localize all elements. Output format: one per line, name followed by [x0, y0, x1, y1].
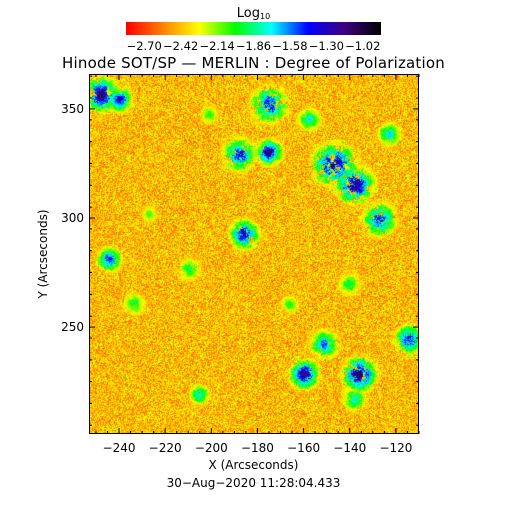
- x-tick-label: −140: [333, 441, 367, 455]
- colorbar-tick-label: −2.42: [163, 39, 199, 53]
- colorbar-tick-label: −2.14: [199, 39, 235, 53]
- x-axis-label: X (Arcseconds): [208, 458, 299, 472]
- y-tick-label: 250: [61, 320, 84, 335]
- y-axis-label: Y (Arcseconds): [36, 209, 50, 299]
- y-tick-label: 350: [61, 101, 84, 116]
- x-tick-label: −180: [240, 441, 274, 455]
- plot-area: [89, 74, 419, 434]
- plot-title: Hinode SOT/SP — MERLIN : Degree of Polar…: [62, 54, 445, 72]
- colorbar-tick-label: −2.70: [126, 39, 162, 53]
- colorbar-tick-label: −1.86: [235, 39, 272, 53]
- colorbar-title-subscript: 10: [260, 12, 271, 21]
- colorbar-tick-label: −1.30: [308, 39, 344, 53]
- x-tick-label: −240: [102, 441, 136, 455]
- x-tick-label: −160: [287, 441, 321, 455]
- plot-frame: [89, 74, 419, 434]
- colorbar-tick-labels: −2.70 −2.42 −2.14 −1.86 −1.58 −1.30 −1.02: [102, 39, 402, 53]
- y-tick-label: 300: [61, 211, 84, 225]
- x-tick-label: −120: [379, 441, 413, 455]
- colorbar-tick-label: −1.58: [272, 39, 308, 53]
- timestamp: 30−Aug−2020 11:28:04.433: [166, 476, 341, 490]
- colorbar: [126, 22, 381, 35]
- colorbar-tick-label: −1.02: [345, 39, 381, 53]
- polarization-map-image: [89, 74, 419, 434]
- x-tick-label: −220: [148, 441, 182, 455]
- colorbar-title: Log10: [236, 6, 271, 21]
- x-tick-label: −200: [194, 441, 228, 455]
